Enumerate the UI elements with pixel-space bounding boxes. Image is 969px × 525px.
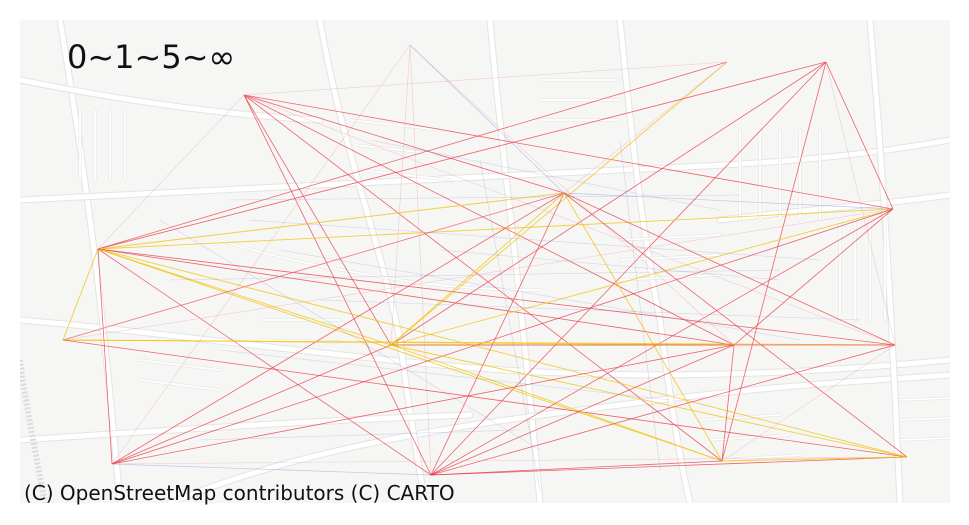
background-flow-line [479,159,541,491]
flow-line-n5-n13 [97,248,432,476]
flow-line-n7-n8 [62,208,894,341]
background-flow-line [279,249,801,341]
flow-line-n5-n9 [97,248,392,346]
flow-line-n5-n6 [97,192,565,250]
background-flow-line [619,139,661,471]
flow-line-n9-n14 [390,344,723,462]
road [20,412,473,443]
flow-line-n6-n9 [390,192,565,346]
flow-line-n13-n14 [430,460,723,476]
flow-line-n6-n12 [111,192,565,465]
flow-line-n2-n12 [111,44,411,465]
flow-line-n9-n12 [111,344,392,465]
road [57,20,123,503]
flow-line-n4-n13 [430,61,827,476]
flow-line-n11-n14 [721,344,896,462]
road [20,137,950,203]
flow-line-n2-n6 [409,44,565,194]
flow-map-svg [20,20,950,503]
background-flow-line [199,429,521,441]
flow-line-n10-n13 [430,344,735,476]
background-flow-line [369,139,721,211]
flow-line-n1-n5 [97,94,245,250]
flow-line-n5-n10 [97,248,735,346]
flow-line-n13-n15 [430,456,908,476]
flow-line-n1-n9 [243,94,392,346]
map-attribution: (C) OpenStreetMap contributors (C) CARTO [24,481,455,505]
flow-line-n8-n11 [62,339,896,346]
flow-line-n5-n15 [97,248,908,458]
flow-line-n6-n11 [563,192,896,346]
flow-line-n1-n3 [243,61,728,96]
road [617,20,693,503]
background-flow-line [159,219,541,451]
flow-line-n6-n15 [563,192,908,458]
flow-line-n7-n9 [390,208,894,346]
flow-line-n10-n12 [111,344,735,465]
basemap-roads [20,20,950,503]
map-canvas[interactable] [20,20,950,503]
flow-line-n6-n7 [563,192,894,210]
flow-line-n4-n14 [721,61,827,462]
background-flow-line [249,219,821,261]
flow-line-n3-n5 [97,61,728,250]
flow-line-n4-n7 [825,61,894,210]
flow-line-n1-n7 [243,94,894,210]
flow-line-n7-n12 [111,208,894,465]
flow-line-n1-n10 [243,94,735,346]
background-flow-line [229,194,741,201]
flow-line-n7-n10 [733,208,894,346]
background-flow-line [219,349,671,401]
flow-line-n11-n13 [430,344,896,476]
flow-line-n4-n11 [825,61,896,346]
flow-line-n5-n14 [97,248,723,462]
flow-line-n12-n15 [111,456,908,465]
background-flow-line [319,299,861,321]
flow-line-n10-n14 [721,344,735,462]
flow-line-n1-n11 [243,94,896,346]
road [619,234,721,281]
flow-line-n8-n15 [62,339,908,458]
flow-line-n4-n5 [97,61,827,250]
flow-line-n9-n15 [390,344,908,458]
flow-line-n4-n9 [390,61,827,346]
road [899,397,950,441]
background-flow-line [439,249,781,281]
road [167,372,950,503]
flow-line-n5-n12 [97,248,113,465]
road [699,414,801,461]
background-flow-line [169,269,781,281]
flow-line-n14-n15 [721,456,908,462]
flow-line-n3-n6 [563,61,728,194]
legend-label: 0~1~5~∞ [67,38,236,76]
road [839,219,886,321]
road [20,77,323,123]
flow-line-n5-n7 [97,208,894,250]
road [739,129,821,221]
flow-lines [62,44,908,491]
road [139,359,221,391]
flow-line-n6-n13 [430,192,565,476]
flow-line-n5-n8 [62,248,99,341]
road [349,119,451,181]
flow-line-n7-n13 [430,208,894,476]
flow-line-n2-n10 [409,44,735,346]
road [79,109,126,181]
flow-line-n12-n13 [111,463,432,476]
flow-line-n8-n6 [62,192,565,341]
road [539,79,621,121]
flow-line-n6-n14 [563,192,723,462]
flow-line-n5-n11 [97,248,896,346]
